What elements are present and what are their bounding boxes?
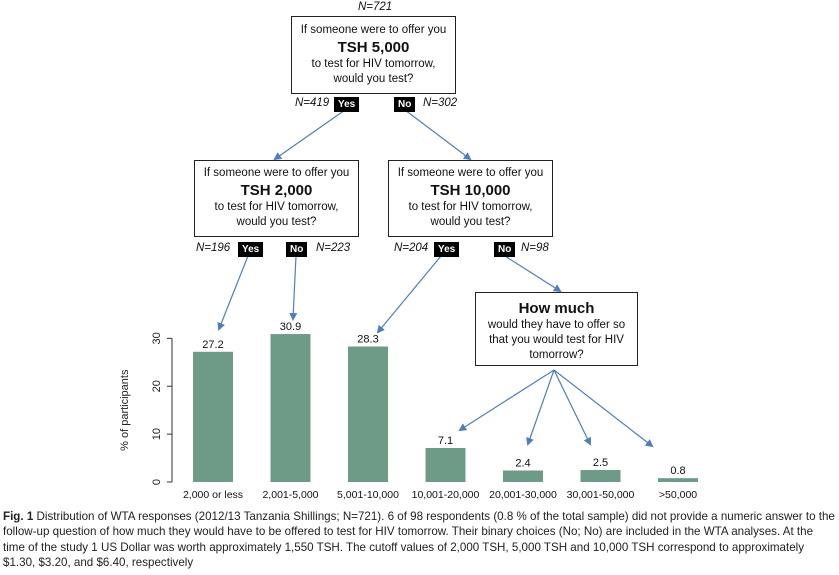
left-amount: TSH 2,000: [240, 182, 313, 199]
root-amount: TSH 5,000: [337, 39, 410, 56]
bar-value-label: 7.1: [438, 435, 453, 447]
arrow-right-no: [504, 255, 562, 293]
bar-value-label: 30.9: [280, 321, 301, 333]
root-yes-n: N=419: [295, 97, 330, 109]
right-amount: TSH 10,000: [430, 182, 511, 199]
right-yes-n: N=204: [394, 242, 429, 254]
left-no-tag: No: [286, 242, 308, 257]
howmuch-line1: would they have to offer so: [487, 319, 626, 331]
bar: [193, 351, 233, 482]
howmuch-box: How much would they have to offer so tha…: [475, 292, 638, 366]
x-tick-label: 10,001-20,000: [412, 489, 480, 501]
root-line2: to test for HIV tomorrow,: [311, 58, 436, 70]
howmuch-line3: tomorrow?: [529, 349, 584, 361]
figure-caption: Fig. 1 Distribution of WTA responses (20…: [3, 509, 837, 571]
x-tick-label: >50,000: [659, 489, 697, 501]
right-line2: to test for HIV tomorrow,: [408, 201, 533, 213]
root-yes-tag: Yes: [334, 97, 360, 112]
root-n-label: N=721: [358, 1, 393, 13]
arrow-root-yes: [273, 109, 346, 161]
bar-value-label: 28.3: [357, 334, 378, 346]
arrow-root-no: [404, 109, 472, 161]
right-line3: would you test?: [430, 216, 511, 228]
bar: [658, 478, 698, 482]
left-line1: If someone were to offer you: [203, 167, 350, 179]
left-line3: would you test?: [236, 216, 317, 228]
arrow-howmuch-3: [553, 369, 591, 446]
arrow-left-no: [289, 255, 298, 321]
arrow-right-yes: [376, 255, 442, 334]
bar: [270, 334, 311, 482]
bar: [425, 448, 466, 482]
question-box-right: If someone were to offer you TSH 10,000 …: [388, 160, 553, 237]
bar-value-label: 27.2: [202, 339, 223, 351]
left-line2: to test for HIV tomorrow,: [214, 201, 339, 213]
caption-text: Distribution of WTA responses (2012/13 T…: [3, 510, 835, 570]
arrow-howmuch-1: [458, 369, 555, 432]
root-no-n: N=302: [423, 97, 458, 109]
bar-value-label: 2.5: [593, 457, 608, 469]
arrow-left-yes: [217, 255, 249, 331]
y-axis-label: % of participants: [119, 369, 131, 451]
x-tick-label: 20,001-30,000: [489, 489, 557, 501]
right-no-n: N=98: [521, 242, 549, 254]
y-tick-label: 10: [151, 428, 163, 440]
question-box-left: If someone were to offer you TSH 2,000 t…: [194, 160, 359, 237]
bar: [580, 470, 621, 482]
y-tick-label: 0: [151, 479, 163, 485]
left-no-n: N=223: [316, 242, 351, 254]
bar-value-label: 2.4: [515, 458, 530, 470]
arrow-howmuch-2: [526, 369, 555, 446]
question-box-root: If someone were to offer you TSH 5,000 t…: [291, 16, 456, 94]
x-tick-label: 2,001-5,000: [262, 489, 318, 501]
left-yes-n: N=196: [196, 242, 231, 254]
x-tick-label: 5,001-10,000: [337, 489, 399, 501]
bar: [348, 346, 388, 482]
howmuch-line2: that you would test for HIV: [489, 334, 624, 346]
root-no-tag: No: [394, 97, 416, 112]
bar-value-label: 0.8: [670, 465, 685, 477]
bar: [503, 470, 543, 482]
right-line1: If someone were to offer you: [397, 167, 544, 179]
y-tick-label: 20: [151, 380, 163, 392]
right-yes-tag: Yes: [434, 242, 460, 257]
x-tick-label: 30,001-50,000: [567, 489, 635, 501]
root-line1: If someone were to offer you: [300, 24, 447, 36]
caption-label: Fig. 1: [3, 510, 34, 523]
left-yes-tag: Yes: [238, 242, 264, 257]
x-tick-label: 2,000 or less: [183, 489, 243, 501]
y-tick-label: 30: [151, 332, 163, 344]
arrow-howmuch-4: [553, 369, 654, 448]
howmuch-title: How much: [518, 300, 595, 317]
right-no-tag: No: [494, 242, 516, 257]
root-line3: would you test?: [333, 73, 414, 85]
